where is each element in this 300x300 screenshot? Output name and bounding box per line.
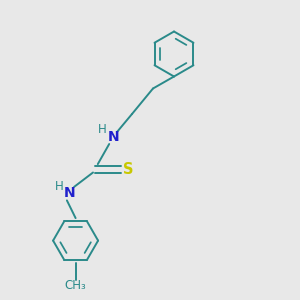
Text: CH₃: CH₃ [65,279,86,292]
Text: H: H [55,179,64,193]
Text: S: S [123,162,133,177]
Text: N: N [107,130,119,144]
Text: N: N [64,186,76,200]
Text: H: H [98,123,107,136]
